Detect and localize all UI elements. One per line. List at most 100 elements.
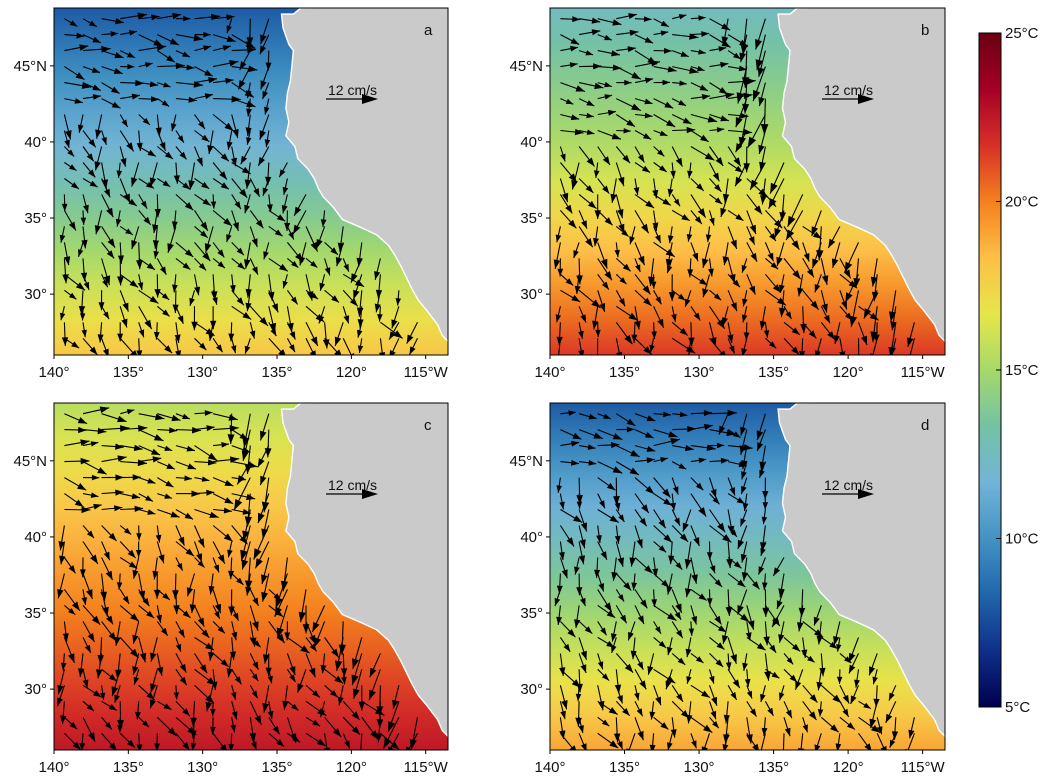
current-arrowhead [149, 296, 159, 304]
current-arrowhead [573, 250, 579, 259]
current-arrowhead [190, 717, 197, 727]
current-arrowhead [216, 344, 223, 353]
current-arrowhead [83, 281, 90, 290]
current-arrowhead [232, 612, 239, 621]
current-arrowhead [699, 84, 708, 91]
current-arrowhead [115, 474, 124, 481]
current-arrowhead [573, 515, 583, 523]
current-arrowhead [122, 302, 129, 312]
current-arrowhead [698, 593, 707, 601]
current-arrowhead [358, 701, 365, 711]
x-tick-label: 120° [833, 364, 864, 381]
current-arrowhead [138, 329, 145, 338]
current-arrowhead [611, 645, 617, 653]
current-arrowhead [252, 597, 259, 606]
current-arrowhead [188, 180, 195, 190]
current-arrowhead [675, 562, 683, 570]
current-arrowhead [693, 312, 701, 321]
current-arrowhead [687, 170, 693, 179]
velocity-scale-arrowhead [858, 94, 874, 104]
current-arrowhead [71, 341, 80, 349]
current-arrowhead [695, 482, 704, 491]
current-arrowhead [294, 206, 302, 216]
current-arrow [559, 732, 575, 750]
current-arrowhead [312, 621, 320, 632]
current-arrowhead [762, 607, 770, 617]
current-arrowhead [334, 660, 343, 671]
current-arrowhead [750, 252, 758, 262]
current-arrowhead [730, 239, 737, 249]
current-arrowhead [722, 534, 732, 543]
current-arrowhead [158, 554, 165, 564]
current-arrowhead [735, 213, 744, 221]
current-arrowhead [226, 35, 236, 42]
current-arrowhead [278, 349, 286, 355]
current-arrowhead [714, 615, 722, 625]
current-arrowhead [116, 582, 123, 590]
current-arrowhead [324, 267, 331, 276]
current-arrowhead [143, 216, 151, 225]
current-arrowhead [289, 344, 295, 353]
current-arrowhead [830, 724, 839, 733]
current-arrowhead [693, 537, 700, 546]
current-arrowhead [655, 234, 661, 243]
current-arrowhead [69, 721, 78, 730]
current-arrowhead [231, 95, 241, 103]
current-arrow [800, 733, 804, 750]
current-arrowhead [145, 181, 154, 189]
panel-frame [53, 7, 449, 356]
current-arrowhead [602, 156, 610, 165]
current-arrowhead [166, 463, 175, 470]
current-arrowhead [663, 411, 671, 418]
current-arrowhead [701, 31, 710, 37]
current-arrowhead [68, 653, 75, 663]
current-arrowhead [150, 652, 157, 662]
current-arrowhead [574, 128, 584, 136]
current-arrowhead [580, 664, 587, 673]
current-arrowhead [611, 441, 620, 449]
current-arrow [703, 733, 711, 750]
current-arrowhead [210, 709, 216, 717]
current-arrowhead [708, 268, 714, 277]
current-arrowhead [686, 234, 693, 242]
current-arrowhead [395, 298, 401, 306]
current-arrowhead [760, 195, 767, 205]
current-arrowhead [778, 307, 786, 318]
current-arrowhead [876, 726, 883, 735]
current-arrowhead [167, 727, 177, 736]
current-arrowhead [81, 82, 92, 89]
current-arrowhead [152, 240, 160, 249]
x-tick-label: 135° [113, 364, 144, 381]
current-arrowhead [89, 20, 97, 27]
current-arrowhead [748, 236, 755, 245]
current-arrowhead [807, 655, 815, 663]
current-arrowhead [253, 640, 261, 648]
current-arrowhead [706, 552, 713, 560]
current-arrowhead [655, 296, 662, 305]
current-arrowhead [240, 155, 248, 165]
current-arrowhead [747, 136, 757, 148]
map-panel-c: c 12 cm/s 140° 135° 130° 135° 120° 115°W 45°N 40°… [13, 402, 449, 776]
current-arrowhead [760, 693, 766, 702]
current-arrowhead [58, 541, 65, 551]
current-arrowhead [224, 480, 234, 486]
current-arrowhead [749, 285, 756, 295]
current-arrowhead [153, 589, 161, 599]
current-arrow [305, 338, 315, 355]
current-arrowhead [126, 409, 135, 415]
current-arrowhead [237, 262, 245, 270]
current-arrowhead [156, 44, 167, 51]
current-arrowhead [593, 432, 603, 439]
current-arrowhead [743, 92, 753, 100]
current-arrowhead [763, 330, 770, 338]
current-arrowhead [704, 152, 715, 161]
current-arrowhead [137, 12, 147, 20]
current-arrowhead [556, 485, 562, 493]
current-arrowhead [861, 335, 867, 345]
current-arrowhead [649, 344, 655, 353]
current-arrowhead [120, 158, 127, 167]
current-arrowhead [668, 431, 678, 438]
current-arrowhead [640, 599, 648, 609]
current-arrowhead [164, 493, 173, 499]
current-arrowhead [177, 315, 184, 324]
